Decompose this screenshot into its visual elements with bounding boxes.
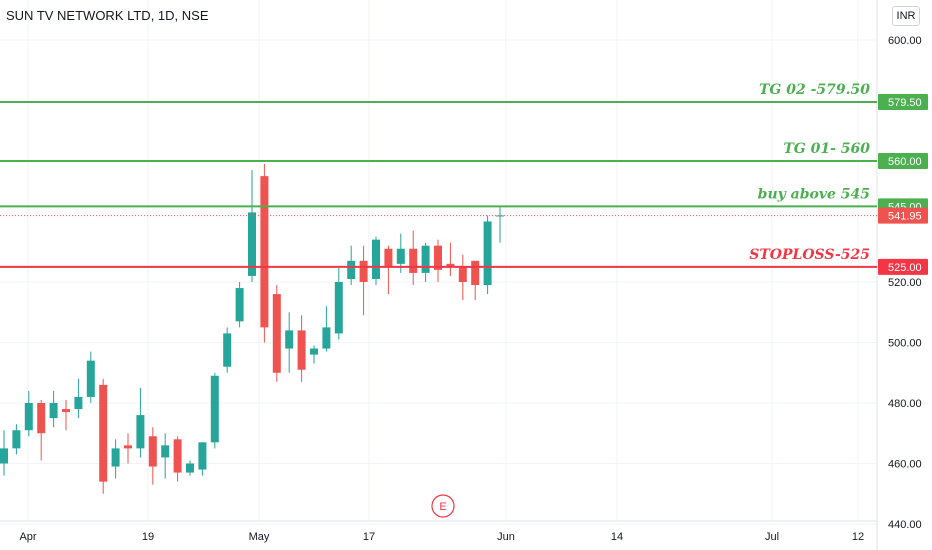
candle-body bbox=[335, 282, 343, 333]
earnings-event-marker[interactable]: E bbox=[432, 495, 454, 517]
candle-body bbox=[260, 176, 268, 327]
candle-body bbox=[484, 222, 492, 286]
candle-body bbox=[87, 361, 95, 397]
event-marker-label: E bbox=[439, 501, 446, 513]
candle-body bbox=[459, 267, 467, 282]
time-tick-label: May bbox=[249, 531, 270, 543]
candle bbox=[372, 237, 380, 285]
candle-body bbox=[471, 261, 479, 285]
time-tick-label: 19 bbox=[142, 531, 154, 543]
price-tag-label: 560.00 bbox=[888, 156, 922, 168]
currency-badge[interactable]: INR bbox=[892, 6, 920, 26]
candle-body bbox=[409, 249, 417, 273]
candle bbox=[99, 379, 107, 494]
candle-body bbox=[310, 349, 318, 355]
candle-body bbox=[174, 439, 182, 472]
price-tag-label: 579.50 bbox=[888, 97, 922, 109]
candle-body bbox=[360, 261, 368, 282]
candle-body bbox=[74, 397, 82, 409]
candle-body bbox=[397, 249, 405, 264]
candle-body bbox=[149, 436, 157, 466]
candle-body bbox=[112, 448, 120, 466]
candle-body bbox=[37, 403, 45, 433]
candle-body bbox=[0, 448, 8, 463]
time-tick-label: Jul bbox=[765, 531, 779, 543]
price-tag: 560.00 bbox=[878, 153, 928, 169]
time-tick-label: Apr bbox=[19, 531, 36, 543]
candle-body bbox=[198, 442, 206, 469]
candle bbox=[260, 164, 268, 342]
price-tag: 525.00 bbox=[878, 259, 928, 275]
candle-body bbox=[347, 261, 355, 279]
price-tick-label: 520.00 bbox=[888, 277, 922, 289]
level-label: TG 02 -579.50 bbox=[759, 82, 870, 98]
price-tick-label: 440.00 bbox=[888, 519, 922, 531]
candle-body bbox=[12, 430, 20, 448]
level-label: buy above 545 bbox=[758, 186, 870, 202]
price-tick-label: 500.00 bbox=[888, 338, 922, 350]
candle-body bbox=[298, 330, 306, 369]
time-tick-label: Jun bbox=[497, 531, 515, 543]
price-tick-label: 480.00 bbox=[888, 398, 922, 410]
time-tick-label: 17 bbox=[363, 531, 375, 543]
candle-body bbox=[322, 327, 330, 348]
price-tag: 541.95 bbox=[878, 208, 928, 224]
candle bbox=[484, 215, 492, 294]
candle bbox=[236, 282, 244, 327]
price-tag-label: 525.00 bbox=[888, 262, 922, 274]
time-tick-label: 12 bbox=[852, 531, 864, 543]
candle-body bbox=[384, 249, 392, 267]
candle-body bbox=[285, 330, 293, 348]
candle-body bbox=[223, 333, 231, 366]
candle-body bbox=[496, 215, 504, 216]
price-tick-label: 600.00 bbox=[888, 35, 922, 47]
candle bbox=[223, 327, 231, 372]
candle-body bbox=[236, 288, 244, 321]
price-tag: 579.50 bbox=[878, 94, 928, 110]
candle-body bbox=[25, 403, 33, 430]
candle-body bbox=[62, 409, 70, 412]
candle-body bbox=[50, 403, 58, 418]
level-label: TG 01- 560 bbox=[783, 141, 870, 157]
candle-body bbox=[161, 445, 169, 457]
time-tick-label: 14 bbox=[611, 531, 623, 543]
price-tick-label: 460.00 bbox=[888, 459, 922, 471]
candle bbox=[211, 373, 219, 449]
symbol-title[interactable]: SUN TV NETWORK LTD, 1D, NSE bbox=[6, 8, 209, 23]
candle bbox=[273, 285, 281, 382]
level-label: STOPLOSS-525 bbox=[749, 247, 870, 263]
candle-body bbox=[124, 445, 132, 448]
candle-body bbox=[99, 385, 107, 482]
candle-body bbox=[372, 240, 380, 279]
price-tag-label: 541.95 bbox=[888, 211, 922, 223]
candle-body bbox=[136, 415, 144, 448]
candle-body bbox=[211, 376, 219, 443]
candle-body bbox=[186, 464, 194, 473]
candle-body bbox=[273, 294, 281, 373]
candle-body bbox=[422, 246, 430, 273]
